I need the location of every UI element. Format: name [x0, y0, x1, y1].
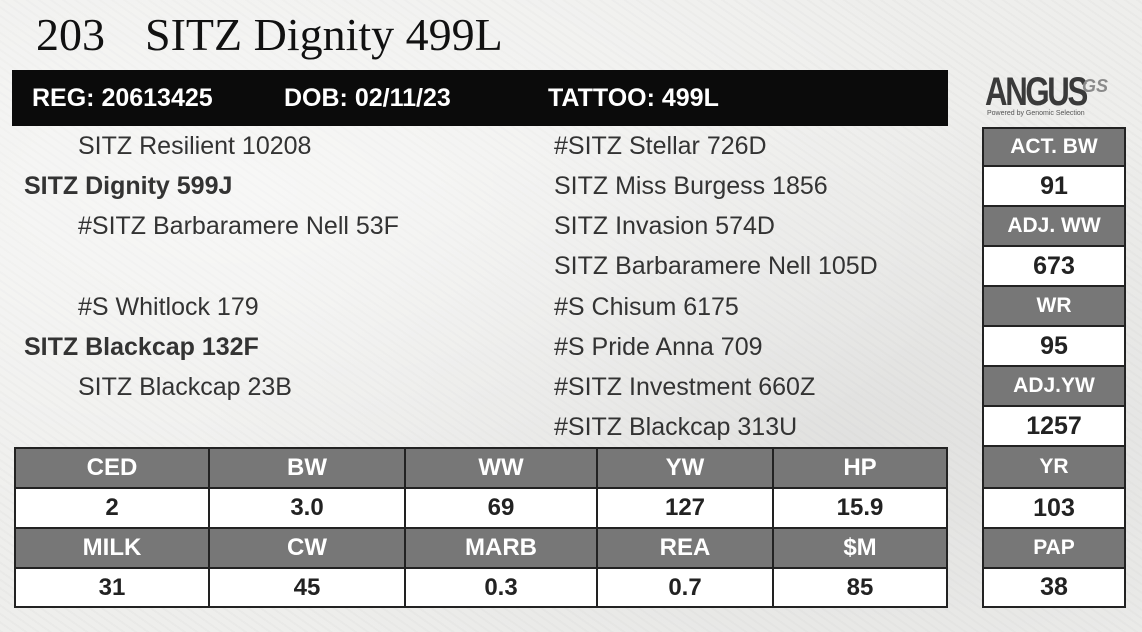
logo-word: ANGUS [985, 70, 1088, 114]
epd-head-ww: WW [404, 447, 598, 489]
registration-bar: REG: 20613425 DOB: 02/11/23 TATTOO: 499L [12, 70, 948, 126]
pedigree-sire-sire: SITZ Resilient 10208 [78, 132, 312, 160]
page-title: 203 SITZ Dignity 499L [36, 8, 503, 61]
pedigree-right-item: SITZ Miss Burgess 1856 [554, 172, 828, 200]
epd-value-bw: 3.0 [208, 487, 406, 529]
reg-number: REG: 20613425 [32, 84, 213, 112]
epd-value-milk: 31 [14, 567, 210, 608]
pedigree-right-item: #SITZ Blackcap 313U [554, 413, 798, 441]
tattoo: TATTOO: 499L [548, 84, 719, 112]
epd-head-dollar-m: $M [772, 527, 948, 569]
perf-label-wr: WR [982, 285, 1126, 327]
perf-label-pap: PAP [982, 527, 1126, 569]
pedigree-sire: SITZ Dignity 599J [24, 172, 233, 200]
epd-head-ced: CED [14, 447, 210, 489]
perf-value-yr: 103 [982, 487, 1126, 529]
pedigree-right-item: #S Pride Anna 709 [554, 333, 763, 361]
epd-value-marb: 0.3 [404, 567, 598, 608]
pedigree-dam-dam: SITZ Blackcap 23B [78, 373, 292, 401]
epd-head-milk: MILK [14, 527, 210, 569]
epd-value-yw: 127 [596, 487, 774, 529]
epd-head-hp: HP [772, 447, 948, 489]
epd-head-yw: YW [596, 447, 774, 489]
logo-suffix: GS [1082, 76, 1109, 96]
epd-value-hp: 15.9 [772, 487, 948, 529]
pedigree-dam: SITZ Blackcap 132F [24, 333, 259, 361]
date-of-birth: DOB: 02/11/23 [284, 84, 451, 112]
perf-label-adj-yw: ADJ.YW [982, 365, 1126, 407]
logo-tagline: Powered by Genomic Selection [987, 110, 1085, 117]
pedigree-right-item: #SITZ Stellar 726D [554, 132, 767, 160]
lot-number: 203 [36, 9, 105, 60]
epd-head-bw: BW [208, 447, 406, 489]
angus-gs-logo: ANGUS GS Powered by Genomic Selection [985, 70, 1125, 118]
perf-value-act-bw: 91 [982, 165, 1126, 207]
perf-value-wr: 95 [982, 325, 1126, 367]
perf-value-adj-yw: 1257 [982, 405, 1126, 447]
pedigree-right-item: #S Chisum 6175 [554, 293, 739, 321]
pedigree-right-item: SITZ Barbaramere Nell 105D [554, 252, 878, 280]
perf-value-adj-ww: 673 [982, 245, 1126, 287]
epd-head-cw: CW [208, 527, 406, 569]
perf-label-adj-ww: ADJ. WW [982, 205, 1126, 247]
epd-value-ced: 2 [14, 487, 210, 529]
perf-label-act-bw: ACT. BW [982, 127, 1126, 167]
epd-head-marb: MARB [404, 527, 598, 569]
pedigree-sire-dam: #SITZ Barbaramere Nell 53F [78, 212, 399, 240]
perf-value-pap: 38 [982, 567, 1126, 608]
epd-value-cw: 45 [208, 567, 406, 608]
pedigree-right-item: SITZ Invasion 574D [554, 212, 775, 240]
epd-value-ww: 69 [404, 487, 598, 529]
epd-head-rea: REA [596, 527, 774, 569]
epd-value-rea: 0.7 [596, 567, 774, 608]
perf-label-yr: YR [982, 445, 1126, 489]
pedigree-right-item: #SITZ Investment 660Z [554, 373, 816, 401]
pedigree-dam-sire: #S Whitlock 179 [78, 293, 259, 321]
epd-value-dollar-m: 85 [772, 567, 948, 608]
animal-name: SITZ Dignity 499L [145, 9, 503, 60]
